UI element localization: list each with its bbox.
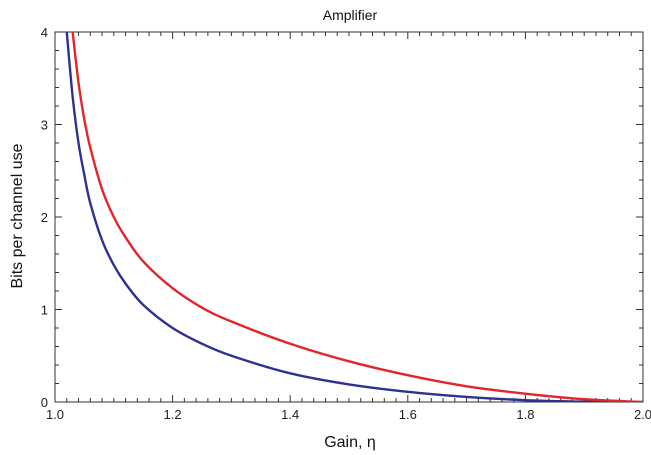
y-tick-label: 0 (41, 395, 48, 410)
plot-area: 1.0 1.2 1.4 1.6 1.8 2.0 0 1 2 3 4 (41, 25, 651, 422)
chart-title: Amplifier (323, 7, 378, 23)
series-line-2 (71, 32, 643, 402)
y-tick-label: 1 (41, 303, 48, 318)
y-tick-label: 2 (41, 210, 48, 225)
x-axis-title: Gain, η (324, 434, 376, 451)
plot-frame (54, 31, 644, 403)
y-tick-label: 3 (41, 118, 48, 133)
x-tick-label: 1.6 (399, 407, 417, 422)
y-axis-title: Bits per channel use (9, 143, 26, 288)
x-tick-label: 1.0 (46, 407, 64, 422)
x-tick-label: 1.8 (516, 407, 534, 422)
x-tick-label: 1.2 (164, 407, 182, 422)
y-tick-label: 4 (41, 25, 48, 40)
x-tick-label: 2.0 (634, 407, 651, 422)
x-tick-label: 1.4 (281, 407, 299, 422)
series-line-1 (65, 32, 643, 402)
